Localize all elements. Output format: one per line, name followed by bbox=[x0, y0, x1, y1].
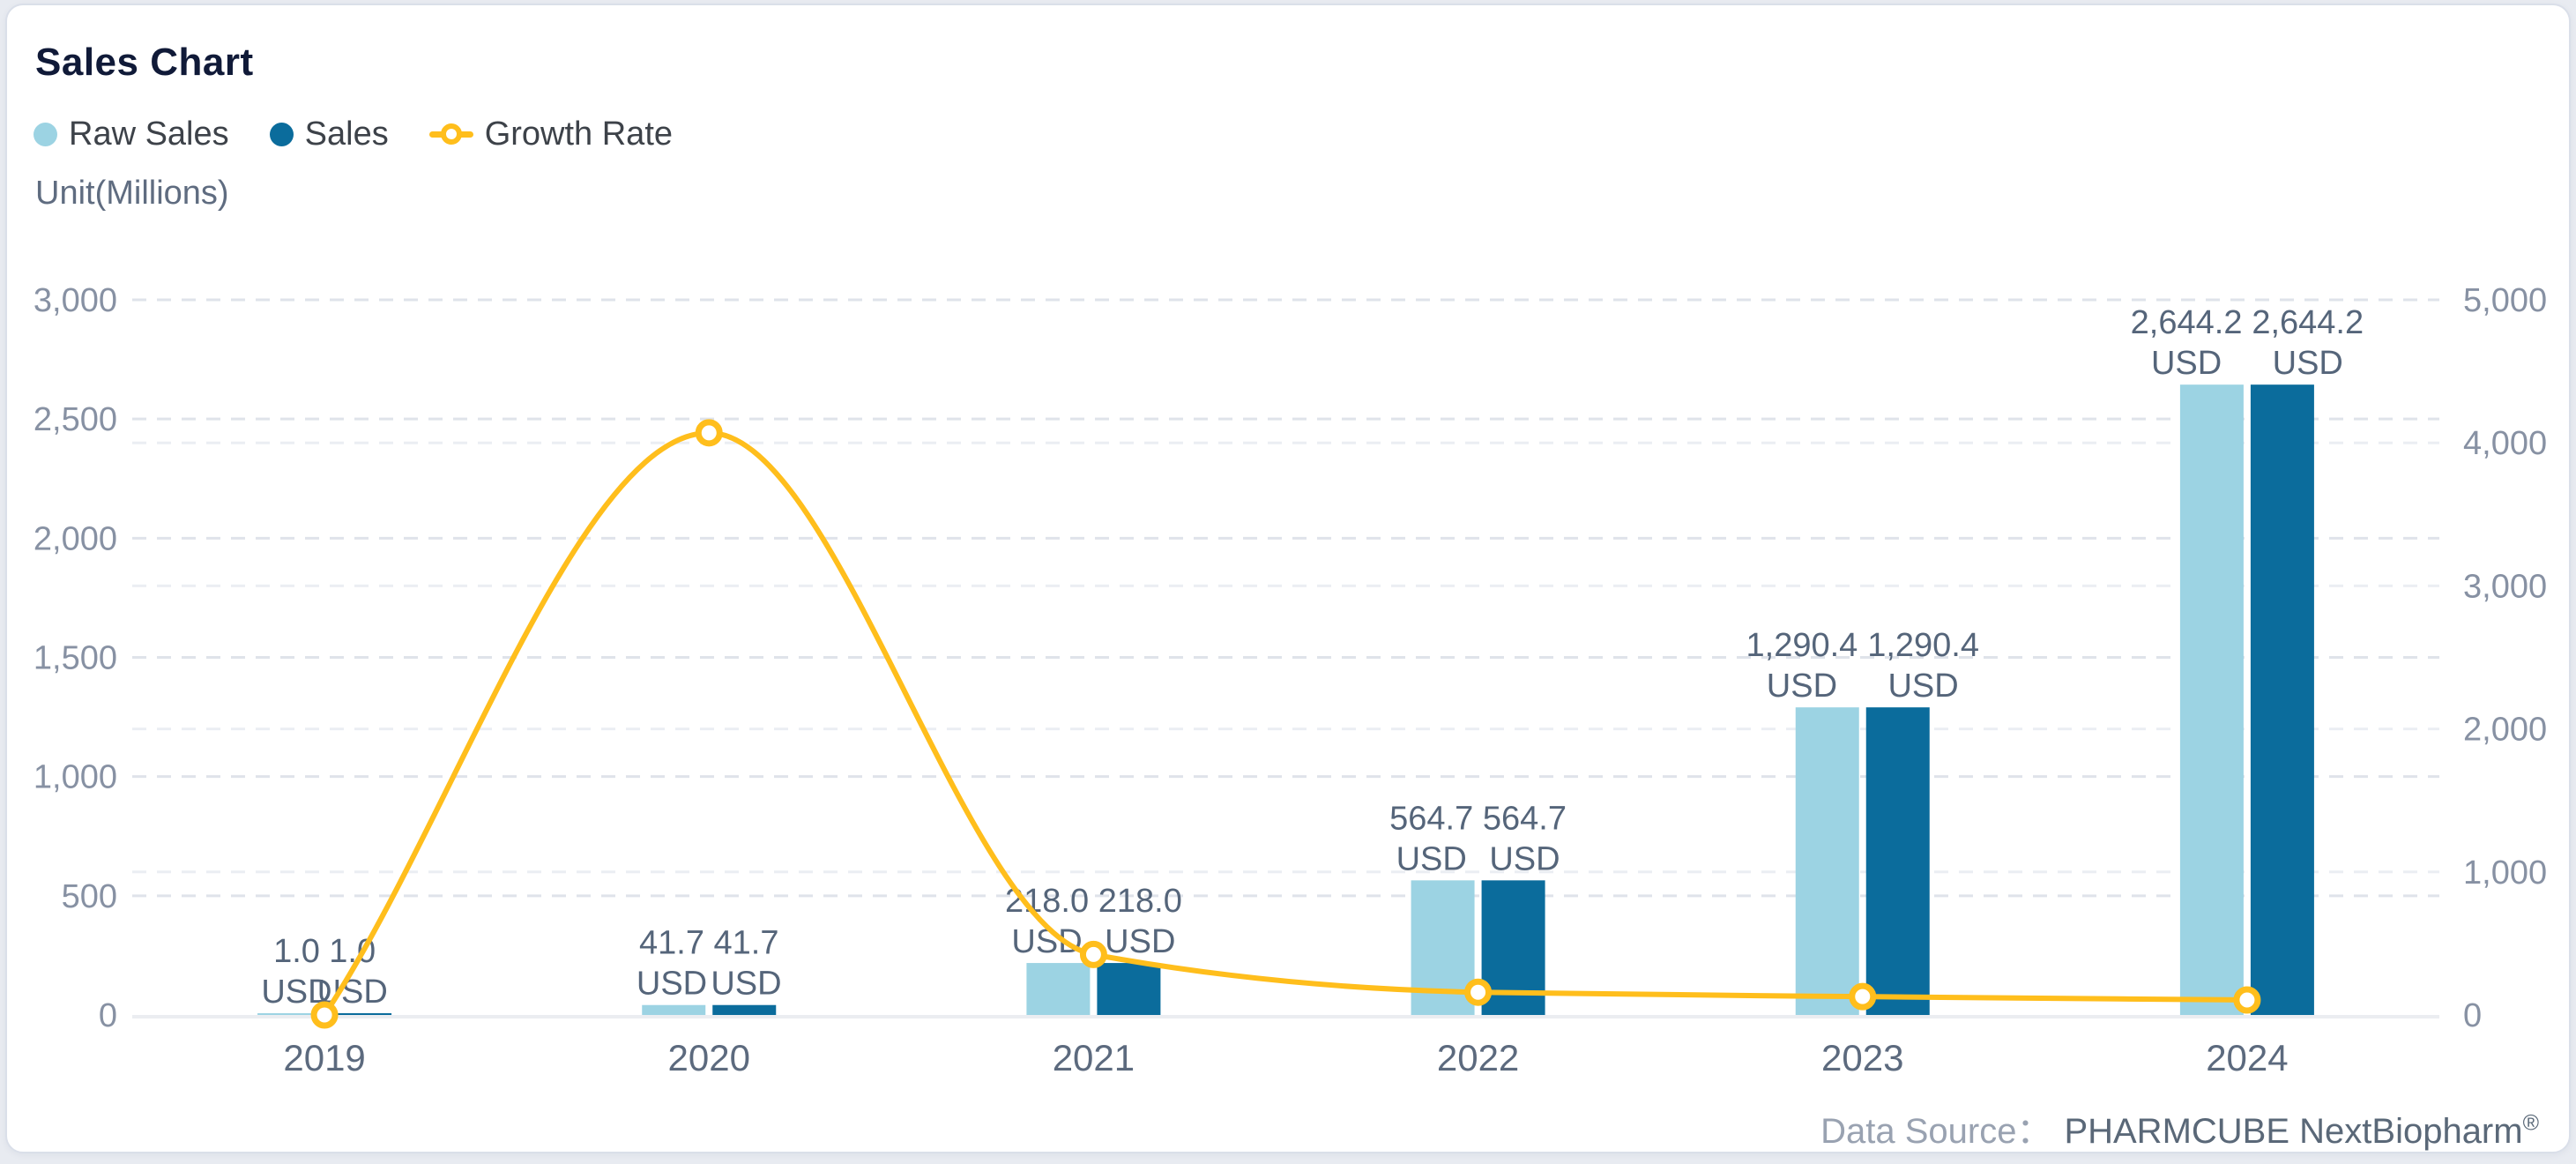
raw-sales-value-label-2021: 218.0 bbox=[1005, 883, 1089, 920]
chart-title: Sales Chart bbox=[35, 41, 254, 84]
growth-rate-marker-2023[interactable] bbox=[1849, 982, 1877, 1011]
right-axis-tick-1,000: 1,000 bbox=[2463, 854, 2547, 892]
raw-sales-unit-label-2024: USD bbox=[2151, 345, 2222, 382]
left-axis-tick-1,000: 1,000 bbox=[34, 759, 117, 796]
sales-value-label-2024: 2,644.2 bbox=[2252, 304, 2364, 341]
raw-sales-value-label-2019: 1.0 bbox=[273, 933, 320, 970]
sales-bar-2021[interactable] bbox=[1097, 963, 1161, 1015]
x-axis-label-2022: 2022 bbox=[1437, 1037, 1519, 1078]
left-axis-tick-1,500: 1,500 bbox=[34, 640, 117, 677]
data-source-value: PHARMCUBE NextBiopharm bbox=[2064, 1112, 2523, 1151]
legend-item-raw-sales[interactable]: Raw Sales bbox=[34, 116, 229, 153]
sales-value-label-2022: 564.7 bbox=[1483, 800, 1567, 837]
left-axis-tick-0: 0 bbox=[99, 997, 117, 1034]
sales-bar-2019[interactable] bbox=[328, 1013, 392, 1015]
legend-item-growth-rate[interactable]: Growth Rate bbox=[428, 115, 674, 153]
growth-rate-marker-2021[interactable] bbox=[1079, 940, 1107, 968]
data-source-label: Data Source： bbox=[1820, 1112, 2052, 1151]
raw-sales-bar-2021[interactable] bbox=[1026, 963, 1091, 1015]
legend-label-raw-sales: Raw Sales bbox=[69, 115, 229, 153]
x-axis-label-2019: 2019 bbox=[283, 1037, 365, 1078]
raw-sales-value-label-2024: 2,644.2 bbox=[2131, 304, 2243, 341]
chart-card bbox=[5, 4, 2571, 1153]
x-axis-label-2024: 2024 bbox=[2206, 1037, 2288, 1078]
sales-bar-2020[interactable] bbox=[712, 1004, 777, 1015]
left-axis-tick-2,500: 2,500 bbox=[34, 401, 117, 438]
sales-bar-2024[interactable] bbox=[2250, 384, 2314, 1016]
x-axis-line bbox=[132, 1015, 2439, 1018]
sales-unit-label-2022: USD bbox=[1489, 840, 1560, 877]
sales-swatch-icon bbox=[269, 122, 294, 146]
sales-value-label-2020: 41.7 bbox=[714, 925, 779, 962]
growth-rate-marker-2022[interactable] bbox=[1464, 978, 1493, 1006]
sales-value-label-2021: 218.0 bbox=[1098, 883, 1182, 920]
legend-label-growth-rate: Growth Rate bbox=[484, 115, 674, 153]
right-axis-tick-5,000: 5,000 bbox=[2463, 282, 2547, 319]
left-axis-tick-3,000: 3,000 bbox=[34, 282, 117, 319]
unit-label: Unit(Millions) bbox=[35, 175, 229, 212]
sales-unit-label-2024: USD bbox=[2273, 345, 2343, 382]
legend: Raw Sales Sales Growth Rate bbox=[34, 115, 673, 153]
registered-trademark: ® bbox=[2522, 1110, 2539, 1136]
raw-sales-unit-label-2023: USD bbox=[1767, 668, 1837, 705]
left-axis-tick-500: 500 bbox=[62, 878, 117, 915]
left-axis-tick-2,000: 2,000 bbox=[34, 520, 117, 557]
growth-rate-marker-2020[interactable] bbox=[695, 419, 723, 447]
legend-item-sales[interactable]: Sales bbox=[269, 115, 389, 153]
raw-sales-bar-2023[interactable] bbox=[1795, 707, 1859, 1015]
growth-rate-marker-2024[interactable] bbox=[2233, 986, 2261, 1014]
sales-value-label-2023: 1,290.4 bbox=[1867, 627, 1979, 664]
sales-unit-label-2020: USD bbox=[711, 966, 781, 1003]
sales-bar-2023[interactable] bbox=[1865, 707, 1930, 1015]
growth-rate-line-marker-icon bbox=[428, 122, 473, 146]
growth-rate-line bbox=[322, 429, 2250, 1018]
raw-sales-swatch-icon bbox=[34, 122, 57, 146]
growth-rate-marker-2019[interactable] bbox=[310, 1001, 339, 1029]
right-axis-tick-0: 0 bbox=[2463, 997, 2482, 1034]
right-axis-tick-4,000: 4,000 bbox=[2463, 425, 2547, 462]
raw-sales-value-label-2023: 1,290.4 bbox=[1746, 627, 1858, 664]
raw-sales-bar-2019[interactable] bbox=[257, 1013, 322, 1015]
right-axis-tick-2,000: 2,000 bbox=[2463, 712, 2547, 749]
raw-sales-bar-2024[interactable] bbox=[2179, 384, 2244, 1016]
x-axis-label-2023: 2023 bbox=[1821, 1037, 1903, 1078]
legend-label-sales: Sales bbox=[304, 115, 389, 153]
raw-sales-unit-label-2022: USD bbox=[1396, 840, 1467, 877]
x-axis-label-2021: 2021 bbox=[1053, 1037, 1135, 1078]
raw-sales-unit-label-2020: USD bbox=[637, 966, 707, 1003]
raw-sales-bar-2020[interactable] bbox=[642, 1004, 706, 1015]
data-source: Data Source： PHARMCUBE NextBiopharm® bbox=[1820, 1102, 2539, 1153]
x-axis-label-2020: 2020 bbox=[668, 1037, 750, 1078]
raw-sales-value-label-2020: 41.7 bbox=[639, 925, 704, 962]
raw-sales-value-label-2022: 564.7 bbox=[1389, 800, 1473, 837]
sales-unit-label-2023: USD bbox=[1887, 668, 1958, 705]
right-axis-tick-3,000: 3,000 bbox=[2463, 568, 2547, 605]
sales-unit-label-2021: USD bbox=[1105, 923, 1175, 960]
